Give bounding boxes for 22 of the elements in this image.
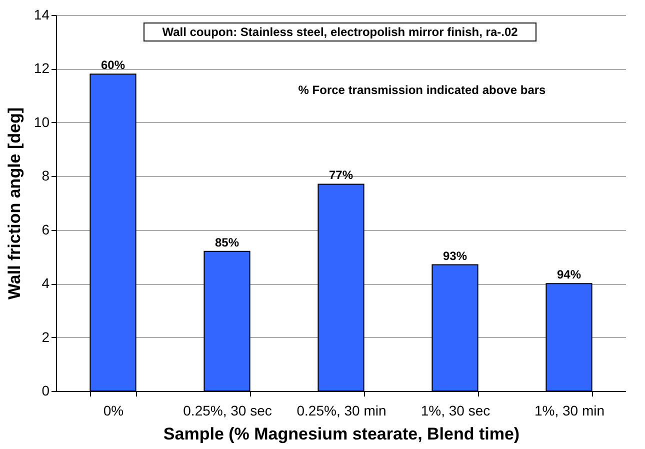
y-tick-label: 12	[34, 60, 50, 76]
annotation: 94%	[556, 268, 582, 282]
y-tick-label: 10	[34, 114, 50, 130]
x-tick-label: 0.25%, 30 sec	[183, 402, 272, 418]
y-tick-label: 4	[42, 275, 50, 292]
y-tick-label: 2	[42, 328, 50, 345]
y-tick-label: 6	[42, 221, 50, 238]
y-tick-label: 0	[42, 382, 50, 398]
x-axis-title: Sample (% Magnesium stearate, Blend time)	[163, 424, 520, 444]
x-tick-label: 0.25%, 30 min	[296, 402, 386, 418]
x-tick-label: 1%, 30 min	[534, 402, 605, 418]
annotation: 60%	[100, 58, 126, 72]
y-tick-label: 8	[42, 168, 50, 184]
annotation: Wall coupon: Stainless steel, electropolish mirror finish, ra-.02	[162, 25, 518, 39]
y-axis-title: Wall friction angle [deg]	[4, 107, 24, 300]
annotation: 77%	[328, 168, 354, 182]
x-tick-label: 1%, 30 sec	[420, 402, 490, 418]
annotation: % Force transmission indicated above bars	[298, 83, 546, 97]
annotation: 85%	[214, 235, 240, 250]
y-tick-label: 14	[34, 6, 50, 22]
x-tick-label: 0%	[103, 402, 124, 418]
annotation: 93%	[442, 248, 468, 263]
